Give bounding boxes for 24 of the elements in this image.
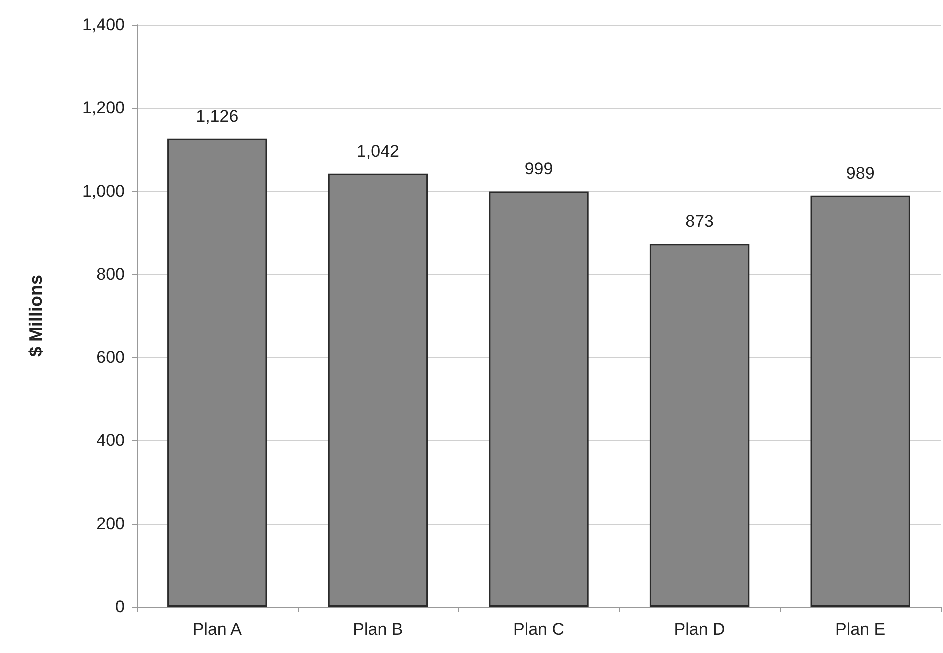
x-tick-label: Plan C <box>513 620 565 639</box>
data-label: 989 <box>846 164 875 183</box>
bar <box>810 196 910 607</box>
y-tick-label: 1,400 <box>82 16 125 34</box>
x-tick-label: Plan B <box>353 620 404 639</box>
y-axis-title: $ Millions <box>26 274 46 358</box>
bar <box>328 174 428 607</box>
x-tick-label: Plan D <box>674 620 726 639</box>
x-tick-label: Plan A <box>192 620 243 639</box>
x-tick-label: Plan E <box>836 620 886 639</box>
data-label: 1,126 <box>196 106 239 126</box>
y-tick-label: 200 <box>96 514 125 534</box>
y-tick-label: 1,000 <box>82 182 125 201</box>
bar <box>168 138 268 607</box>
data-label: 1,042 <box>356 142 400 161</box>
bar <box>489 192 589 607</box>
y-tick-label: 0 <box>116 598 125 616</box>
y-tick-label: 400 <box>96 431 125 450</box>
y-tick-label: 1,200 <box>82 98 125 118</box>
y-tick-label: 600 <box>96 348 125 368</box>
data-label: 873 <box>686 212 714 232</box>
y-tick-label: 800 <box>96 264 125 284</box>
data-label: 999 <box>524 160 554 179</box>
bar <box>650 244 750 607</box>
